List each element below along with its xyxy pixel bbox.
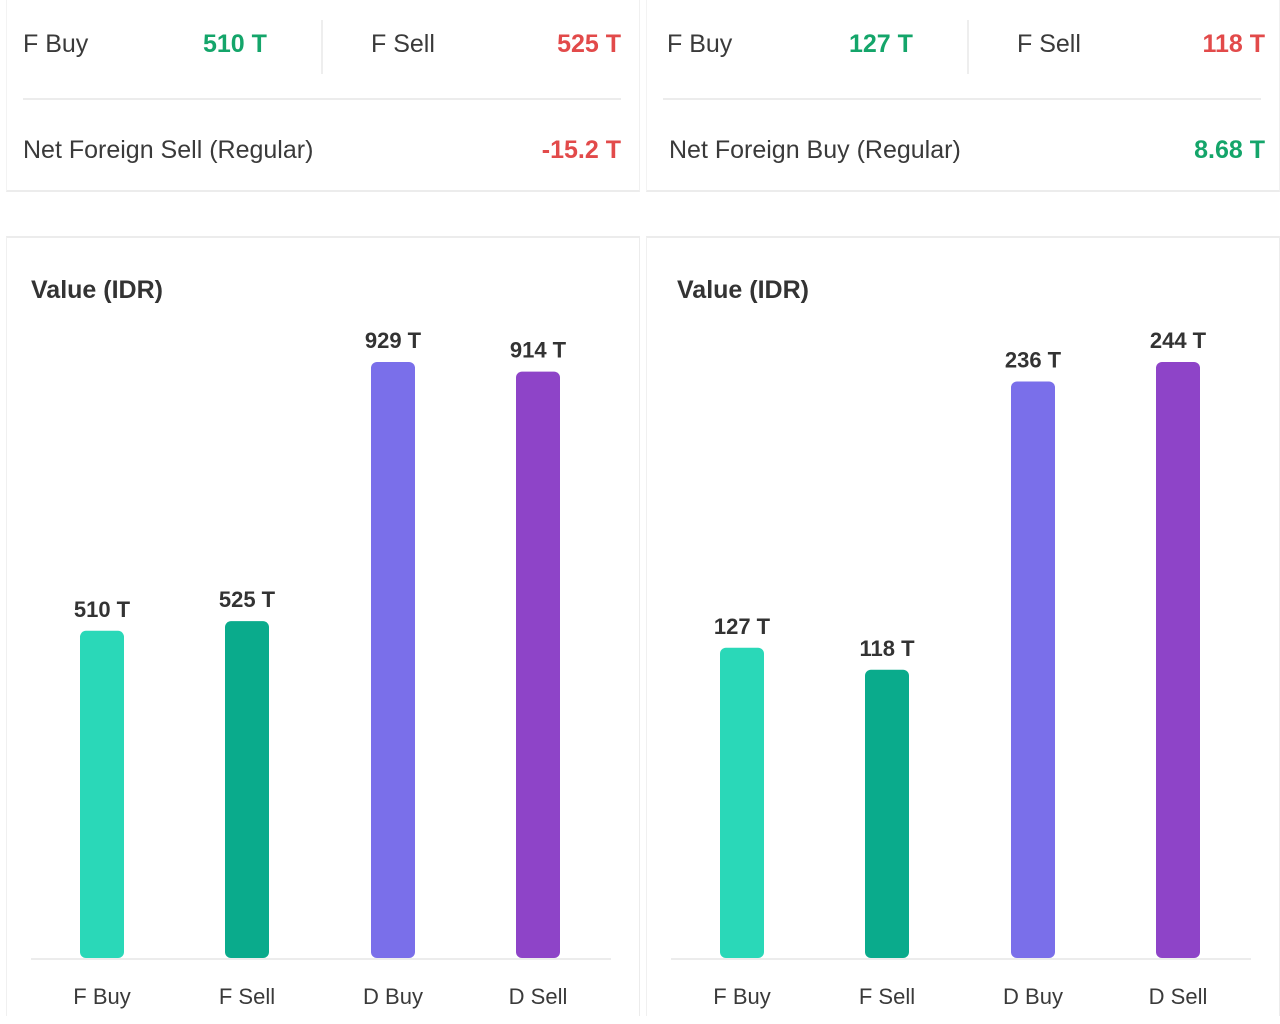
category-label: F Sell — [219, 984, 275, 1009]
bar-d-sell[interactable] — [1156, 362, 1200, 958]
summary-divider-horizontal — [23, 98, 621, 100]
f-buy-label: F Buy — [23, 30, 89, 58]
chart-title: Value (IDR) — [677, 276, 809, 304]
bar-d-sell[interactable] — [516, 371, 560, 958]
f-sell-value: 118 T — [1202, 30, 1265, 58]
category-label: F Buy — [73, 984, 130, 1009]
bar-value-label: 127 T — [714, 614, 771, 639]
f-sell-label: F Sell — [1017, 30, 1081, 58]
panel-right: F Buy 127 T F Sell 118 T Net Foreign Buy… — [646, 0, 1280, 1024]
bar-chart: 510 T F Buy 525 T F Sell 929 T D Buy 914 T D Se… — [31, 328, 611, 1009]
category-label: F Buy — [713, 984, 770, 1009]
category-label: D Sell — [509, 984, 568, 1009]
bar-value-label: 525 T — [219, 587, 276, 612]
bar-f-buy[interactable] — [80, 630, 124, 958]
foreign-flow-summary: F Buy 127 T F Sell 118 T Net Foreign Buy… — [646, 0, 1280, 192]
value-chart-card: Value (IDR) 510 T F Buy 525 T F Sell 929 T D … — [6, 236, 640, 1016]
f-buy-value: 127 T — [849, 30, 913, 58]
category-label: F Sell — [859, 984, 915, 1009]
bar-f-sell[interactable] — [225, 621, 269, 958]
f-buy-label: F Buy — [667, 30, 733, 58]
summary-divider-horizontal — [663, 98, 1261, 100]
f-sell-label: F Sell — [371, 30, 435, 58]
value-chart-card: Value (IDR) 127 T F Buy 118 T F Sell 236 T D … — [646, 236, 1280, 1016]
f-buy-value: 510 T — [203, 30, 267, 58]
bar-value-label: 914 T — [510, 338, 567, 363]
category-label: D Sell — [1149, 984, 1208, 1009]
net-foreign-value: -15.2 T — [541, 136, 621, 164]
summary-divider-vertical — [321, 20, 323, 74]
net-foreign-label: Net Foreign Buy (Regular) — [669, 136, 961, 164]
chart-title: Value (IDR) — [31, 276, 163, 304]
summary-divider-vertical — [967, 20, 969, 74]
category-label: D Buy — [1003, 984, 1063, 1009]
f-sell-value: 525 T — [557, 30, 621, 58]
bar-d-buy[interactable] — [1011, 381, 1055, 958]
category-label: D Buy — [363, 984, 423, 1009]
bar-value-label: 244 T — [1150, 328, 1207, 353]
bar-f-sell[interactable] — [865, 669, 909, 958]
bar-value-label: 118 T — [859, 636, 915, 661]
bar-d-buy[interactable] — [371, 362, 415, 958]
bar-value-label: 236 T — [1005, 348, 1062, 373]
net-foreign-label: Net Foreign Sell (Regular) — [23, 136, 314, 164]
bar-f-buy[interactable] — [720, 647, 764, 958]
bar-chart: 127 T F Buy 118 T F Sell 236 T D Buy 244 T D Se… — [671, 328, 1251, 1009]
bar-value-label: 929 T — [365, 328, 422, 353]
panel-left: F Buy 510 T F Sell 525 T Net Foreign Sel… — [6, 0, 640, 1024]
net-foreign-value: 8.68 T — [1194, 136, 1265, 164]
foreign-flow-summary: F Buy 510 T F Sell 525 T Net Foreign Sel… — [6, 0, 640, 192]
bar-value-label: 510 T — [74, 597, 131, 622]
